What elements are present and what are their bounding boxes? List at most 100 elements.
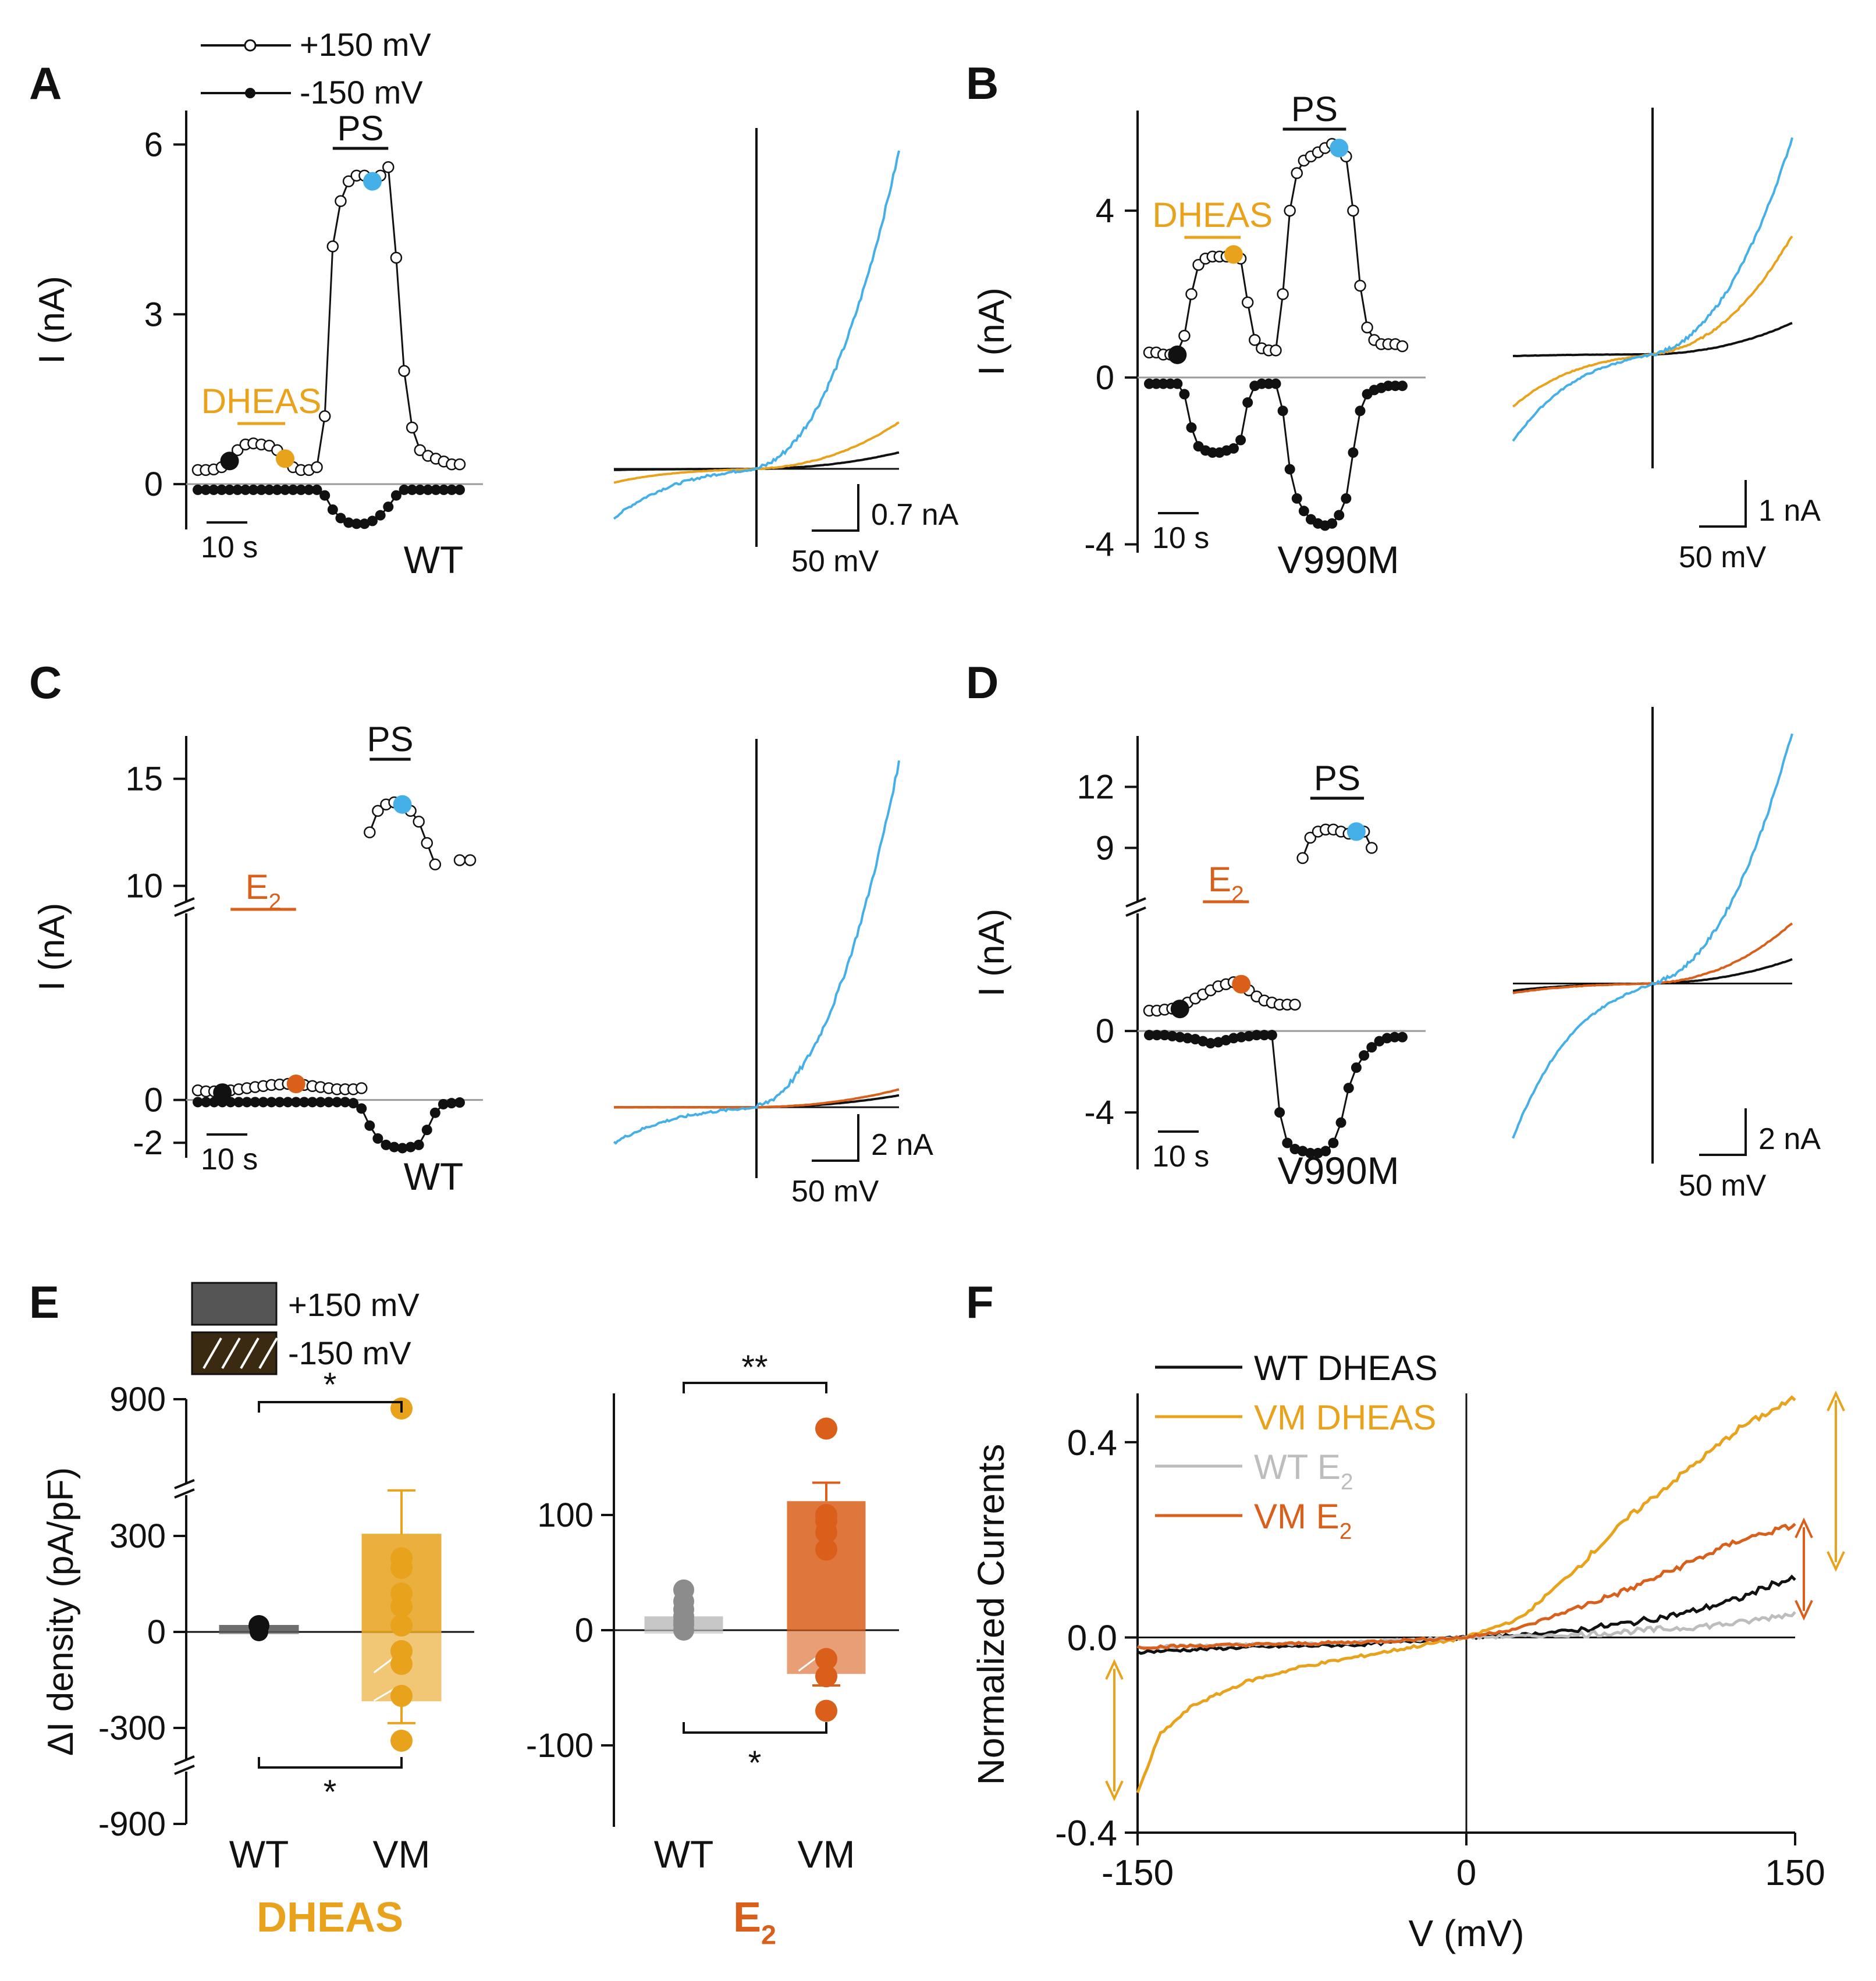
legend-minus-150-label: -150 mV [300, 74, 423, 111]
point-minus-150 [258, 1097, 269, 1108]
point-minus-150 [315, 1097, 326, 1108]
point-minus-150 [282, 1097, 293, 1108]
e-y-axis-label: ΔI density (pA/pF) [41, 1467, 81, 1756]
point-minus-150 [1305, 1148, 1316, 1159]
point-plus-150 [382, 161, 395, 173]
iv-scale-voltage-label: 50 mV [1679, 540, 1767, 574]
f-arrow-head [1827, 1390, 1845, 1411]
point-minus-150 [266, 1097, 277, 1108]
iv-scale-current-label: 1 nA [1758, 494, 1821, 528]
legend-minus-label: -150 mV [288, 1335, 411, 1371]
top-legend: +150 mV -150 mV [201, 26, 431, 111]
iv-trace-ps [1512, 137, 1793, 442]
y-tick-label: 0 [1096, 1012, 1114, 1050]
f-legend-label: WT E2 [1254, 1447, 1353, 1495]
point-plus-150 [398, 365, 410, 377]
point-minus-150 [1328, 1137, 1339, 1148]
point-minus-150 [446, 484, 457, 495]
sig-bracket-bottom [258, 1757, 403, 1769]
axis-break [174, 1488, 195, 1499]
e2-vm-point [815, 1648, 837, 1670]
point-minus-150 [438, 484, 449, 495]
panel-d: 12 9 0 -4 I (nA) E2 PS 10 s V990M 2 nA 50 mV [972, 707, 1821, 1203]
point-plus-150 [1185, 288, 1198, 300]
point-plus-150 [1289, 998, 1301, 1011]
point-minus-150 [405, 1141, 416, 1153]
marker-agent [286, 1075, 305, 1094]
point-plus-150 [1354, 279, 1366, 292]
point-minus-150 [1242, 397, 1253, 408]
iv-trace-ps [1512, 733, 1793, 1139]
point-minus-150 [1277, 406, 1288, 417]
point-minus-150 [399, 484, 410, 495]
point-minus-150 [1359, 1050, 1370, 1061]
ps-label: PS [1291, 90, 1338, 129]
y-tick-label: 12 [1076, 768, 1114, 806]
point-minus-150 [364, 1120, 375, 1131]
iv-scale-voltage-label: 50 mV [791, 545, 879, 578]
axis-break [174, 1765, 195, 1775]
axis-break [1125, 906, 1146, 917]
y-tick-label: 6 [144, 126, 163, 163]
panel-letter-a: A [29, 58, 62, 109]
iv-scale-current-label: 2 nA [1758, 1122, 1821, 1156]
y-tick-label: 0 [1096, 359, 1114, 397]
point-minus-150 [1351, 1062, 1362, 1073]
point-minus-150 [1270, 378, 1281, 389]
point-minus-150 [383, 502, 394, 513]
point-minus-150 [343, 517, 354, 528]
hatch-line [258, 1338, 278, 1369]
point-minus-150 [389, 1141, 400, 1153]
agent-label: DHEAS [1152, 195, 1273, 234]
legend-swatch-plus [191, 1282, 278, 1326]
point-plus-150 [1270, 344, 1282, 357]
point-plus-150 [372, 805, 384, 817]
axis-break [1125, 897, 1146, 908]
group-label: VM [373, 1833, 431, 1876]
f-legend-label: VM E2 [1254, 1497, 1352, 1544]
sig-bracket-bottom [683, 1722, 827, 1734]
hatch-line [240, 1338, 260, 1369]
trace-plus-150 [198, 165, 460, 471]
f-arrow-head [1105, 1780, 1124, 1802]
point-minus-150 [421, 1125, 432, 1136]
sig-star: * [324, 1366, 337, 1404]
x-tick-label: -150 [1102, 1853, 1174, 1893]
e2-group-title: E2 [733, 1894, 776, 1950]
y-tick-label: 10 [125, 867, 163, 905]
e2-vm-point [815, 1665, 837, 1688]
point-minus-150 [332, 1097, 343, 1108]
point-minus-150 [303, 484, 314, 495]
f-arrow-head [1827, 1551, 1845, 1572]
sig-star: * [748, 1744, 762, 1782]
panel-e: +150 mV -150 mV 900 300 0 -300 -900 ΔI density … [41, 1282, 899, 1950]
iv-trace-ps [613, 150, 900, 520]
ps-label: PS [1314, 759, 1360, 798]
point-plus-150 [421, 837, 433, 849]
ps-label: PS [367, 720, 413, 759]
genotype-label: WT [404, 1155, 464, 1198]
point-minus-150 [232, 484, 243, 495]
point-minus-150 [438, 1098, 449, 1109]
point-plus-150 [1249, 334, 1261, 346]
e2-vm-point [815, 1699, 837, 1722]
dheas-wt-point [250, 1623, 268, 1641]
panel-a: 6 3 0 I (nA) DHEAS PS 10 s WT 0.7 nA 50 mV [32, 109, 959, 581]
legend-plus-label: +150 mV [288, 1286, 420, 1323]
y-axis-label: I (nA) [972, 287, 1012, 376]
point-minus-150 [1251, 1030, 1262, 1041]
point-plus-150 [311, 461, 323, 474]
point-plus-150 [318, 410, 331, 422]
point-plus-150 [342, 175, 355, 187]
f-legend-label: VM DHEAS [1254, 1398, 1436, 1437]
point-minus-150 [290, 1097, 301, 1108]
panel-letter-c: C [29, 657, 62, 708]
panel-letter-f: F [966, 1276, 994, 1328]
y-tick-label: -300 [98, 1709, 166, 1747]
dheas-vm-point [390, 1557, 413, 1579]
point-minus-150 [287, 484, 299, 495]
axis-break [174, 1479, 195, 1489]
point-minus-150 [1335, 1117, 1346, 1128]
dheas-vm-point [390, 1685, 413, 1707]
point-plus-150 [1284, 204, 1296, 217]
